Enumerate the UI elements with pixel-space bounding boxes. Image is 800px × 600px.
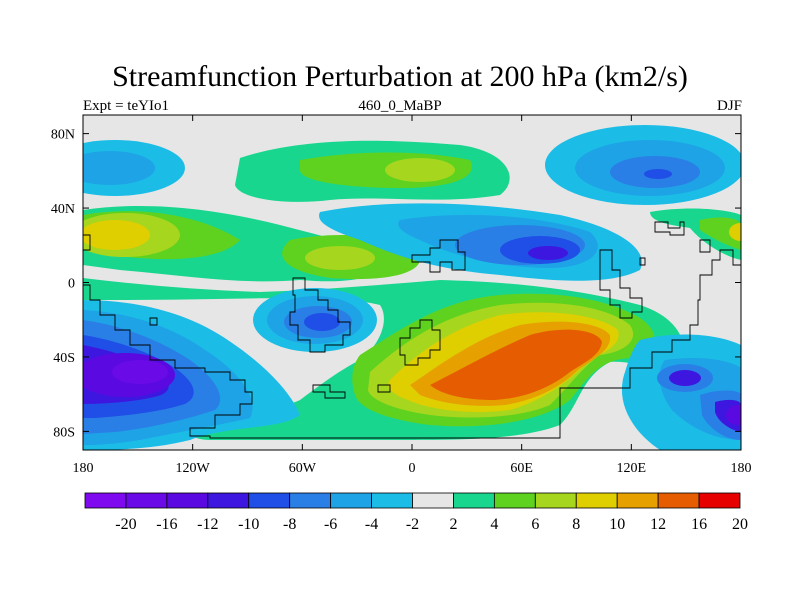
colorbar-label: 2 [449, 516, 457, 533]
contour-neg-north-right [545, 125, 741, 205]
colorbar-label: 20 [732, 516, 748, 533]
y-tick-label: 0 [68, 277, 75, 292]
map-axes: 180 120W 60W 0 60E 120E 180 80N 40N 0 40S 80S [51, 115, 752, 476]
colorbar-swatch [371, 492, 413, 509]
contour-neg-north-left [83, 140, 185, 196]
colorbar-label: 8 [572, 516, 580, 533]
x-tick-label: 0 [409, 461, 416, 476]
colorbar-swatch [575, 492, 618, 509]
colorbar-swatch [493, 492, 536, 509]
colorbar-swatch [698, 492, 741, 509]
contour-neg-south-pacific [83, 300, 300, 450]
colorbar-label: -16 [156, 516, 177, 533]
experiment-label: Expt = teYIo1 [83, 98, 169, 114]
y-tick-label: 80S [53, 425, 75, 440]
colorbar-swatch [412, 492, 454, 509]
colorbar-label: 10 [609, 516, 625, 533]
colorbar-label: 12 [650, 516, 666, 533]
contour-neg-south-america [253, 288, 377, 352]
contour-pos-north-band [83, 140, 741, 282]
contour-neg-south-east [621, 334, 741, 450]
y-tick-label: 40S [53, 351, 75, 366]
y-tick-label: 40N [51, 202, 75, 217]
colorbar-swatch [248, 492, 291, 509]
colorbar-swatch [330, 492, 372, 509]
colorbar-label: -8 [283, 516, 296, 533]
contour-field [83, 115, 741, 450]
period-label: 460_0_MaBP [358, 98, 442, 114]
colorbar-label: -12 [197, 516, 218, 533]
colorbar-label: 16 [691, 516, 707, 533]
colorbar-swatch [166, 492, 209, 509]
colorbar-swatch [84, 492, 127, 509]
colorbar-label: 6 [531, 516, 539, 533]
colorbar-swatch [125, 492, 168, 509]
contour-pos-south-belt [83, 278, 684, 440]
x-tick-label: 180 [731, 461, 752, 476]
x-tick-label: 180 [73, 461, 94, 476]
colorbar-swatch [289, 492, 332, 509]
colorbar-swatch [657, 492, 700, 509]
colorbar-label: -4 [365, 516, 378, 533]
colorbar-swatch [453, 492, 495, 509]
y-tick-label: 80N [51, 128, 75, 143]
x-tick-label: 60W [289, 461, 317, 476]
colorbar-label: -2 [406, 516, 419, 533]
colorbar-label: -10 [238, 516, 259, 533]
contour-neg-asia [319, 203, 642, 281]
colorbar-label: -20 [115, 516, 136, 533]
colorbar-swatch [616, 492, 659, 509]
x-tick-label: 120W [176, 461, 211, 476]
x-tick-label: 60E [510, 461, 533, 476]
colorbar-label: 4 [490, 516, 498, 533]
map-title: Streamfunction Perturbation at 200 hPa (… [112, 60, 688, 93]
colorbar: -20 -16 -12 -10 -8 -6 -4 -2 2 4 6 8 10 12 16 20 [84, 492, 748, 533]
colorbar-swatch [207, 492, 250, 509]
season-label: DJF [716, 98, 742, 114]
colorbar-label: -6 [324, 516, 337, 533]
coastlines [83, 221, 741, 439]
x-tick-label: 120E [617, 461, 647, 476]
colorbar-swatch [534, 492, 577, 509]
